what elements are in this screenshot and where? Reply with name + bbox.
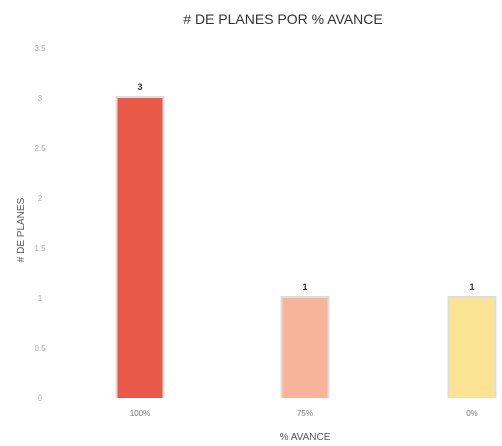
y-tick-label: 3.5 bbox=[34, 44, 46, 53]
y-axis-ticks: 0 0.5 1 1.5 2 2.5 3 3.5 bbox=[34, 44, 46, 403]
data-label: 1 bbox=[469, 282, 474, 292]
category-label: 75% bbox=[297, 409, 313, 418]
chart-title: # DE PLANES POR % AVANCE bbox=[183, 11, 382, 27]
y-axis-title: # DE PLANES bbox=[16, 197, 27, 262]
y-tick-label: 3 bbox=[38, 94, 43, 103]
y-tick-label: 2 bbox=[38, 194, 43, 203]
category-label: 100% bbox=[130, 409, 150, 418]
bars-group bbox=[115, 96, 497, 398]
y-tick-label: 2.5 bbox=[34, 144, 46, 153]
y-tick-label: 0.5 bbox=[34, 344, 46, 353]
y-tick-label: 1 bbox=[38, 294, 43, 303]
y-tick-label: 1.5 bbox=[34, 244, 46, 253]
category-labels-group: 100% 75% 0% bbox=[130, 409, 478, 418]
bar bbox=[117, 98, 163, 398]
bar bbox=[449, 298, 495, 398]
y-tick-label: 0 bbox=[38, 394, 43, 403]
bar bbox=[282, 298, 328, 398]
category-label: 0% bbox=[466, 409, 478, 418]
data-label: 3 bbox=[137, 82, 142, 92]
data-label: 1 bbox=[302, 282, 307, 292]
x-axis-title: % AVANCE bbox=[280, 432, 331, 443]
data-labels-group: 3 1 1 bbox=[137, 82, 474, 292]
